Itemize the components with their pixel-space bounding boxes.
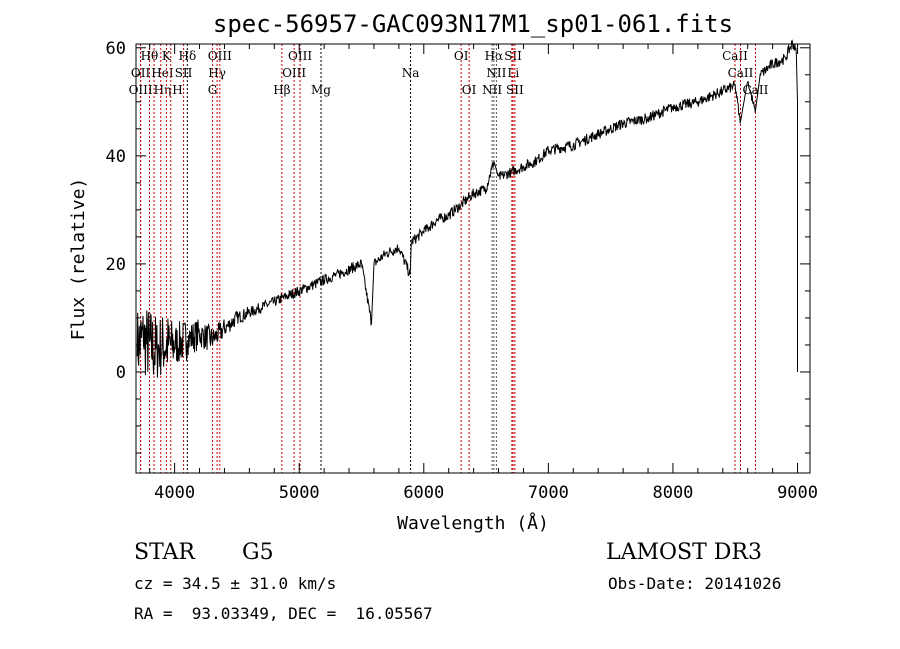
line-label: Hγ: [208, 66, 226, 80]
line-label: CaII: [728, 66, 754, 80]
line-label: Mg: [311, 83, 331, 97]
obs-date-text: Obs-Date: 20141026: [608, 574, 782, 593]
line-label: OIII: [288, 49, 312, 63]
line-label: CaII: [722, 49, 748, 63]
line-label: OIII: [129, 83, 153, 97]
y-tick-label: 20: [106, 255, 126, 275]
line-label: NII: [486, 66, 506, 80]
spectrum-line: [136, 39, 798, 378]
coordinates-text: RA = 93.03349, DEC = 16.05567: [134, 604, 433, 623]
line-label: H: [172, 83, 182, 97]
y-tick-label: 60: [106, 39, 126, 59]
x-tick-label: 7000: [528, 483, 569, 503]
line-label: Hη: [154, 83, 172, 97]
line-label: OI: [454, 49, 469, 63]
plot-frame: [135, 43, 811, 474]
line-label: SII: [504, 49, 522, 63]
redshift-text: cz = 34.5 ± 31.0 km/s: [134, 574, 337, 593]
object-class: STAR: [134, 540, 195, 565]
line-label: OIII: [208, 49, 232, 63]
line-label: K: [162, 49, 172, 63]
x-tick-label: 4000: [154, 483, 195, 503]
y-tick-label: 40: [106, 147, 126, 167]
line-label: Hα: [485, 49, 504, 63]
line-label: HeI: [151, 66, 174, 80]
x-tick-label: 6000: [403, 483, 444, 503]
line-label: Na: [402, 66, 420, 80]
x-tick-label: 5000: [279, 483, 320, 503]
line-label: SII: [175, 66, 193, 80]
line-label: NII: [482, 83, 502, 97]
survey-label: LAMOST DR3: [606, 540, 762, 565]
y-axis-label: Flux (relative): [68, 178, 89, 341]
line-label: Hθ: [141, 49, 159, 63]
line-label: G: [208, 83, 218, 97]
x-tick-label: 8000: [652, 483, 693, 503]
chart-title: spec-56957-GAC093N17M1_sp01-061.fits: [213, 10, 733, 38]
x-tick-label: 9000: [777, 483, 818, 503]
line-label: OI: [462, 83, 477, 97]
line-label: Hδ: [179, 49, 197, 63]
y-tick-label: 0: [116, 363, 126, 383]
line-label: Hβ: [273, 83, 290, 97]
x-axis-label: Wavelength (Å): [397, 512, 549, 534]
object-subclass: G5: [242, 540, 274, 565]
line-label: OIII: [282, 66, 306, 80]
line-label: SII: [506, 83, 524, 97]
